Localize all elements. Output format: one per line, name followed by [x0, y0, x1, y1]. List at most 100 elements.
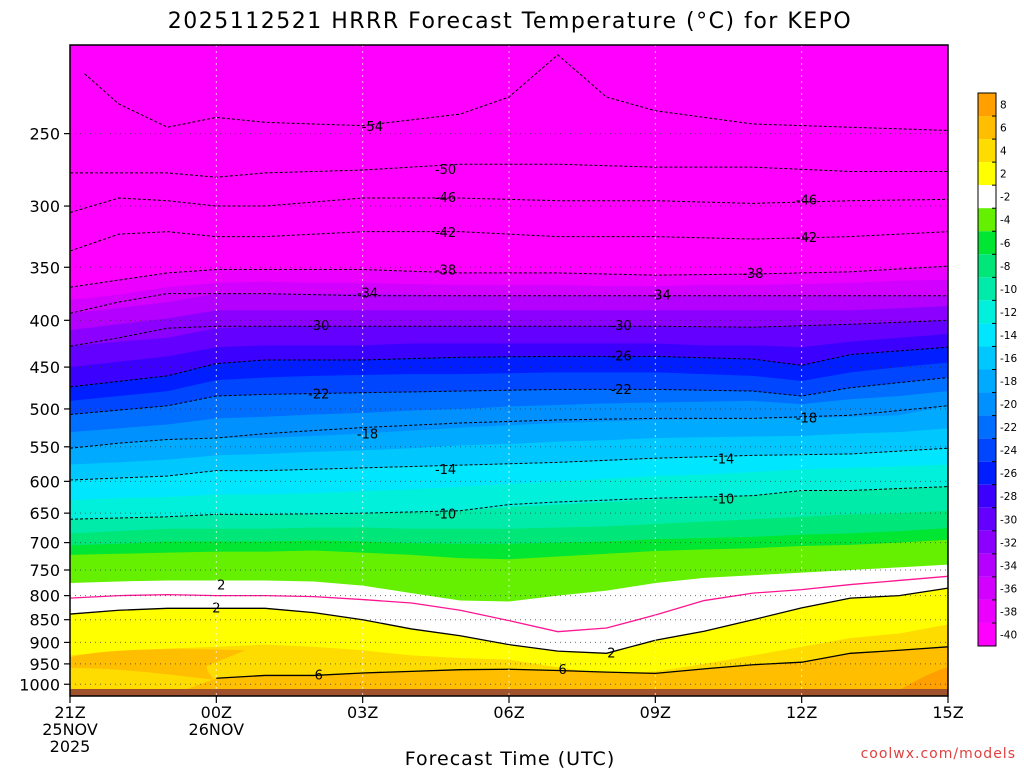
- contour-label: -18: [796, 411, 817, 426]
- contour-label: -34: [357, 287, 378, 302]
- x-tick-label: 12Z: [786, 703, 817, 722]
- colorbar-swatch: [978, 576, 996, 600]
- contour-label: -26: [611, 349, 632, 364]
- contour-line--38: [69, 265, 949, 288]
- chart-title: 2025112521 HRRR Forecast Temperature (°C…: [168, 9, 852, 34]
- colorbar-swatch: [978, 300, 996, 324]
- colorbar-swatch: [978, 346, 996, 370]
- colorbar-label: 6: [1000, 123, 1007, 135]
- colorbar-label: 2: [1000, 169, 1007, 181]
- colorbar-swatch: [978, 484, 996, 508]
- x-tick-label: 2025: [50, 737, 91, 756]
- y-tick-label: 650: [29, 504, 60, 523]
- y-tick-label: 250: [29, 125, 60, 144]
- contour-line-2: [69, 587, 949, 654]
- colorbar-label: -32: [1000, 537, 1017, 549]
- watermark: coolwx.com/models: [861, 746, 1016, 762]
- contour-label: 2: [217, 579, 225, 594]
- x-tick-label: 15Z: [932, 703, 963, 722]
- colorbar-swatch: [978, 415, 996, 439]
- colorbar-label: -22: [1000, 422, 1017, 434]
- colorbar-swatch: [978, 231, 996, 255]
- colorbar-label: -38: [1000, 606, 1017, 618]
- x-tick-label: 09Z: [640, 703, 671, 722]
- colorbar-swatch: [978, 323, 996, 347]
- contour-label: 6: [559, 663, 567, 678]
- colorbar-swatch: [978, 392, 996, 416]
- contour-label: -46: [796, 194, 817, 209]
- y-tick-label: 950: [29, 655, 60, 674]
- y-tick-label: 900: [29, 633, 60, 652]
- contour-label: -42: [796, 231, 817, 246]
- contour-line--18: [69, 405, 949, 449]
- y-tick-label: 700: [29, 534, 60, 553]
- y-tick-label: 400: [29, 311, 60, 330]
- y-tick-label: 450: [29, 358, 60, 377]
- colorbar-label: -18: [1000, 376, 1017, 388]
- colorbar-label: 4: [1000, 146, 1007, 158]
- colorbar-label: 8: [1000, 100, 1007, 112]
- y-tick-label: 1000: [19, 675, 60, 694]
- below-ground: [70, 688, 948, 696]
- colorbar-label: -4: [1000, 215, 1011, 227]
- x-tick-label: 06Z: [493, 703, 524, 722]
- contour-label: -14: [435, 463, 456, 478]
- contour-label: -50: [435, 163, 456, 178]
- contour-line--2: [69, 575, 949, 633]
- contour-line--42: [69, 231, 949, 252]
- colorbar-swatch: [978, 162, 996, 186]
- colorbar-swatch: [978, 93, 996, 117]
- x-tick-label: 03Z: [347, 703, 378, 722]
- contour-line--26: [69, 346, 949, 388]
- colorbar-swatch: [978, 139, 996, 163]
- x-tick-label: 21Z: [54, 703, 85, 722]
- contour-line--34: [69, 293, 948, 314]
- colorbar-label: -14: [1000, 330, 1017, 342]
- colorbar-label: -26: [1000, 468, 1017, 480]
- colorbar-swatch: [978, 530, 996, 554]
- colorbar-label: -20: [1000, 399, 1017, 411]
- plot-area: -54 -50 -46 -46 -42 -42 -38 -38 -34 -34 -30 -30 -26 -…: [69, 45, 949, 696]
- contour-label: -14: [713, 453, 734, 468]
- x-tick-label: 26NOV: [189, 720, 245, 739]
- colorbar-label: -30: [1000, 514, 1017, 526]
- colorbar-swatch: [978, 507, 996, 531]
- contour-label: -30: [611, 319, 632, 334]
- colorbar-label: -6: [1000, 238, 1011, 250]
- contour-label: -38: [742, 267, 763, 282]
- colorbar-label: -36: [1000, 583, 1017, 595]
- x-axis-label: Forecast Time (UTC): [405, 748, 615, 768]
- y-tick-label: 750: [29, 561, 60, 580]
- colorbar-label: -8: [1000, 261, 1010, 273]
- colorbar-label: -28: [1000, 491, 1017, 503]
- contour-label: -18: [357, 427, 378, 442]
- y-tick-label: 350: [29, 258, 60, 277]
- colorbar-swatch: [978, 116, 996, 140]
- contour-label: -46: [435, 191, 456, 206]
- contour-label: -38: [435, 264, 456, 279]
- contour-line--46: [69, 197, 949, 214]
- contour-label: 6: [315, 668, 323, 683]
- contour-line--22: [69, 377, 949, 415]
- contour-label: -30: [308, 319, 329, 334]
- contour-label: -42: [435, 226, 456, 241]
- colorbar-swatch: [978, 369, 996, 393]
- contour-line--54: [84, 54, 949, 131]
- band-6-8-patch: [70, 649, 246, 680]
- colorbar-label: -34: [1000, 560, 1017, 572]
- colorbar-label: -2: [1000, 192, 1010, 204]
- colorbar-swatch: [978, 622, 996, 646]
- y-tick-label: 800: [29, 587, 60, 606]
- x-tick-label: 00Z: [201, 703, 232, 722]
- contour-label: -10: [713, 492, 734, 507]
- y-tick-label: 500: [29, 400, 60, 419]
- contour-label: -54: [362, 120, 383, 135]
- colorbar-swatch: [978, 461, 996, 485]
- y-tick-label: 850: [29, 611, 60, 630]
- colorbar-swatch: [978, 208, 996, 232]
- colorbar-legend: 8 6 4 2 -2 -4 -6 -8 -10 -12 -14 -16 -18 -20 -22 -24 -26 -…: [977, 92, 1017, 647]
- colorbar-swatch: [978, 185, 996, 209]
- contour-label: -22: [611, 383, 632, 398]
- y-tick-label: 300: [29, 197, 60, 216]
